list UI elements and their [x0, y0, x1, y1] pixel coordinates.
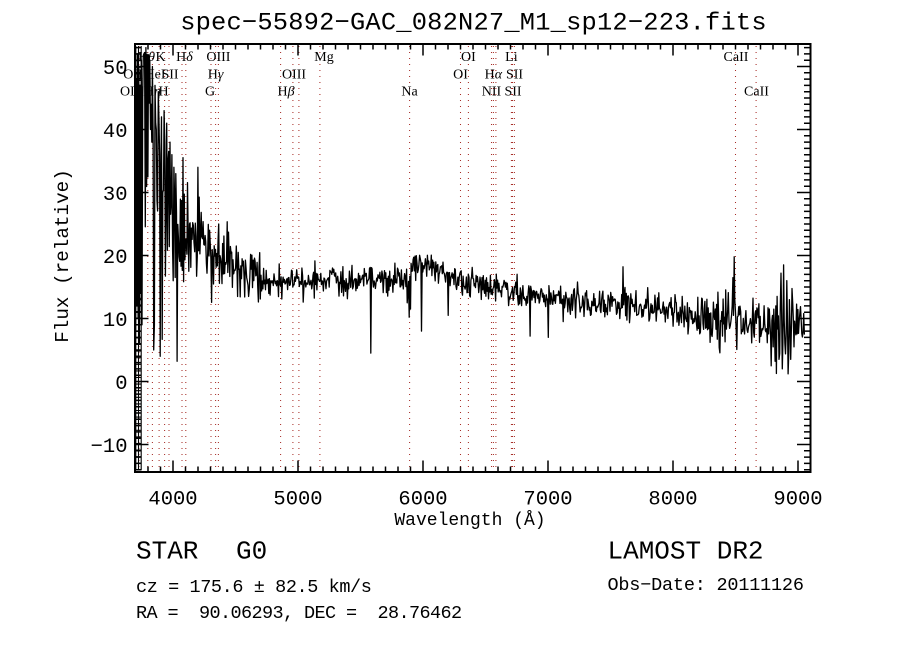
svg-text:CaII: CaII	[724, 50, 749, 65]
svg-text:Obs−Date: 20111126: Obs−Date: 20111126	[608, 575, 804, 596]
svg-text:30: 30	[103, 184, 128, 207]
svg-text:Flux (relative): Flux (relative)	[52, 169, 74, 343]
svg-text:Hα: Hα	[485, 68, 503, 83]
svg-text:HeI: HeI	[145, 68, 166, 83]
svg-text:Hβ: Hβ	[277, 85, 294, 100]
svg-text:Hγ: Hγ	[208, 68, 224, 83]
svg-text:Na: Na	[401, 85, 418, 100]
svg-text:7000: 7000	[523, 489, 572, 512]
svg-text:H: H	[158, 85, 168, 100]
svg-text:spec−55892−GAC_082N27_M1_sp12−: spec−55892−GAC_082N27_M1_sp12−223.fits	[180, 9, 767, 38]
svg-text:K: K	[155, 50, 165, 65]
svg-text:CaII: CaII	[744, 85, 769, 100]
svg-text:G0: G0	[236, 537, 267, 567]
svg-text:OIII: OIII	[282, 68, 306, 83]
svg-text:OII: OII	[123, 68, 143, 83]
svg-text:−10: −10	[91, 436, 128, 459]
svg-text:10: 10	[103, 310, 128, 333]
svg-text:40: 40	[103, 121, 128, 144]
svg-text:Li: Li	[505, 50, 518, 65]
svg-text:9000: 9000	[773, 489, 822, 512]
svg-text:8000: 8000	[648, 489, 697, 512]
svg-text:SII: SII	[506, 68, 523, 83]
svg-text:cz = 175.6 ± 82.5 km/s: cz = 175.6 ± 82.5 km/s	[136, 577, 371, 598]
svg-text:OI: OI	[461, 50, 476, 65]
svg-text:Hθ: Hθ	[138, 50, 155, 65]
svg-text:Mg: Mg	[314, 50, 333, 65]
svg-text:NII: NII	[482, 85, 502, 100]
svg-text:G: G	[205, 85, 215, 100]
svg-text:4000: 4000	[148, 489, 197, 512]
svg-text:STAR: STAR	[136, 537, 198, 567]
svg-text:5000: 5000	[273, 489, 322, 512]
svg-text:LAMOST DR2: LAMOST DR2	[608, 537, 764, 567]
svg-text:RA = 90.06293, DEC = 28.7646: RA = 90.06293, DEC = 28.76462	[136, 603, 462, 624]
svg-text:20: 20	[103, 247, 128, 270]
svg-text:Hη: Hη	[144, 85, 161, 100]
svg-text:6000: 6000	[398, 489, 447, 512]
svg-text:Wavelength (Å): Wavelength (Å)	[394, 510, 545, 531]
svg-text:SII: SII	[161, 68, 178, 83]
svg-text:OIII: OIII	[206, 50, 230, 65]
svg-text:OI: OI	[453, 68, 468, 83]
svg-text:SII: SII	[504, 85, 521, 100]
svg-text:50: 50	[103, 58, 128, 81]
svg-text:0: 0	[115, 373, 127, 396]
svg-text:Hδ: Hδ	[176, 50, 193, 65]
svg-text:OIII: OIII	[120, 85, 144, 100]
